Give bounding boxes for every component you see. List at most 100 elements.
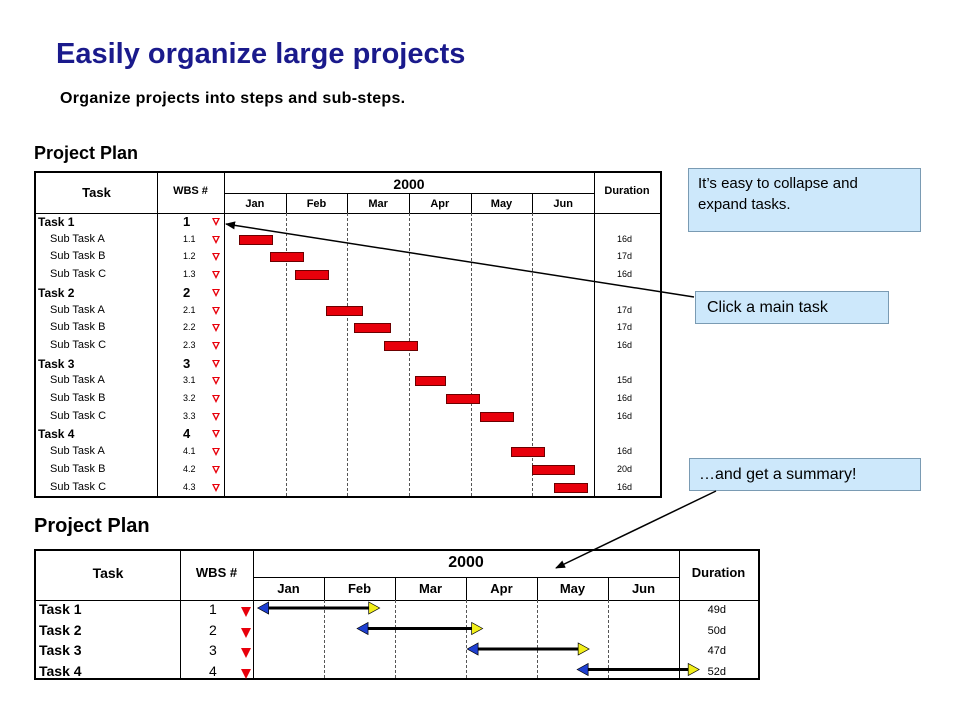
slide-subtitle: Organize projects into steps and sub-ste… (60, 90, 406, 107)
main-task-name[interactable]: Task 2 (39, 621, 82, 638)
main-task-name[interactable]: Task 1 (39, 601, 82, 617)
year-header: 2000 (393, 176, 425, 192)
month-label: Mar (418, 581, 443, 596)
month-divider (286, 193, 287, 213)
month-divider (608, 577, 609, 600)
subtask-name: Sub Task A (50, 445, 105, 458)
collapse-toggle-icon[interactable] (212, 306, 220, 315)
duration-value: 52d (707, 665, 726, 678)
main-task-name[interactable]: Task 2 (38, 285, 75, 300)
gantt-vline (224, 173, 225, 496)
month-gridline (324, 600, 325, 678)
main-task-name[interactable]: Task 3 (38, 356, 75, 371)
start-marker-icon (256, 601, 269, 615)
month-label: Jun (631, 581, 656, 596)
duration-column-header: Duration (604, 185, 650, 197)
collapse-toggle-icon-inner (214, 289, 218, 294)
collapse-toggle-icon[interactable] (212, 483, 220, 492)
main-task-name[interactable]: Task 4 (39, 662, 82, 679)
duration-value: 20d (616, 463, 632, 474)
month-label: Apr (490, 581, 513, 596)
collapse-toggle-icon[interactable] (212, 377, 220, 386)
collapse-toggle-icon-inner (214, 272, 218, 277)
wbs-number: 4.2 (183, 463, 196, 474)
collapse-toggle-icon[interactable] (212, 465, 220, 474)
collapse-toggle-icon[interactable] (212, 235, 220, 244)
wbs-number: 2.1 (183, 304, 196, 315)
expand-toggle-icon[interactable] (241, 627, 251, 638)
task-bar[interactable] (294, 270, 329, 281)
collapse-toggle-icon[interactable] (212, 324, 220, 333)
gantt-hline (36, 213, 660, 214)
task-bar[interactable] (270, 252, 305, 263)
month-gridline (471, 213, 472, 496)
month-label: Apr (430, 198, 450, 210)
click-main-task-callout: Click a main task (695, 291, 889, 324)
month-gridline (409, 213, 410, 496)
month-divider (537, 577, 538, 600)
collapse-toggle-icon[interactable] (212, 448, 220, 457)
task-bar[interactable] (239, 234, 274, 245)
year-header: 2000 (448, 554, 484, 571)
collapse-toggle-icon[interactable] (212, 271, 220, 280)
wbs-number: 2.3 (183, 339, 196, 350)
main-task-name[interactable]: Task 4 (38, 427, 75, 442)
task-bar[interactable] (384, 340, 419, 351)
task-bar[interactable] (446, 394, 480, 404)
subtask-name: Sub Task A (50, 374, 105, 387)
duration-value: 15d (616, 375, 632, 386)
wbs-number: 1 (209, 601, 217, 617)
task-bar[interactable] (353, 323, 391, 334)
collapse-toggle-icon[interactable] (212, 253, 220, 262)
collapse-toggle-icon[interactable] (212, 359, 220, 368)
wbs-number: 1.2 (183, 251, 196, 262)
collapse-toggle-icon-inner (214, 254, 218, 259)
collapse-toggle-icon[interactable] (212, 430, 220, 439)
duration-value: 47d (707, 645, 726, 657)
month-label: Jan (245, 198, 265, 210)
month-label: May (559, 581, 586, 596)
subtask-name: Sub Task A (50, 303, 105, 316)
month-divider (466, 577, 467, 600)
month-label: Jan (277, 581, 300, 596)
wbs-number: 3.2 (183, 393, 196, 403)
collapse-toggle-icon[interactable] (212, 341, 220, 350)
main-task-name[interactable]: Task 3 (39, 642, 82, 658)
task-bar[interactable] (415, 376, 446, 387)
task-bar[interactable] (532, 464, 576, 475)
collapse-toggle-icon[interactable] (212, 218, 220, 226)
main-task-name[interactable]: Task 1 (38, 215, 75, 229)
expand-toggle-icon[interactable] (241, 648, 251, 658)
wbs-number: 4.3 (183, 481, 196, 492)
wbs-number: 3.3 (183, 410, 196, 421)
gantt-chart-summary: Task WBS # 2000 Duration Jan Feb Mar Apr May Jun T… (34, 549, 760, 680)
collapse-toggle-icon[interactable] (212, 288, 220, 297)
task-bar[interactable] (510, 447, 545, 458)
month-label: Feb (347, 581, 372, 596)
expand-toggle-icon[interactable] (241, 607, 251, 617)
collapse-toggle-icon-inner (214, 431, 218, 436)
project-plan-summary-label: Project Plan (34, 515, 150, 537)
month-divider (347, 193, 348, 213)
duration-value: 17d (616, 322, 632, 333)
collapse-toggle-icon-inner (214, 307, 218, 312)
start-marker-icon (576, 662, 589, 677)
month-label: May (490, 198, 513, 210)
month-divider (409, 193, 410, 213)
expand-toggle-icon[interactable] (241, 668, 251, 679)
month-gridline (286, 213, 287, 496)
task-bar[interactable] (553, 482, 588, 493)
collapse-toggle-icon[interactable] (212, 395, 220, 403)
wbs-number: 1 (183, 214, 191, 229)
end-marker-icon (471, 621, 484, 636)
task-bar[interactable] (325, 305, 363, 316)
month-gridline (466, 600, 467, 678)
month-divider (395, 577, 396, 600)
duration-value: 49d (707, 604, 726, 616)
collapse-expand-callout: It’s easy to collapse and expand tasks. (688, 168, 921, 232)
wbs-column-header: WBS # (173, 185, 208, 197)
month-gridline (347, 213, 348, 496)
task-bar[interactable] (479, 411, 514, 422)
month-gridline (532, 213, 533, 496)
collapse-toggle-icon[interactable] (212, 412, 220, 421)
